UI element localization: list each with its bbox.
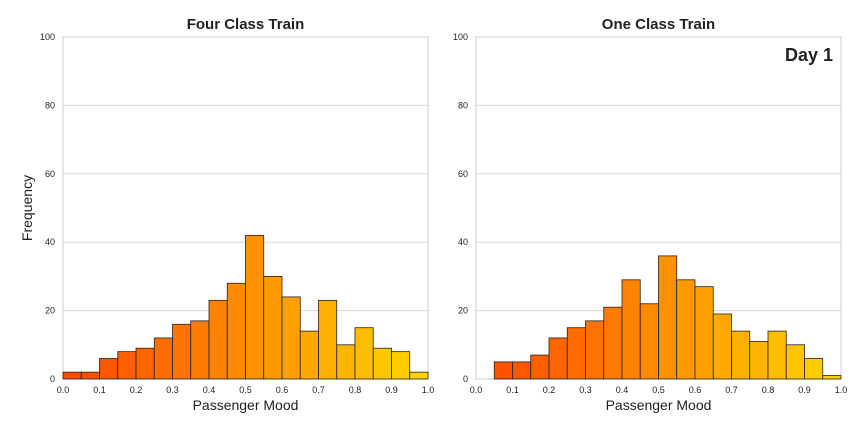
x-tick-label: 0.4 xyxy=(203,385,216,395)
x-tick-label: 0.1 xyxy=(506,385,519,395)
y-tick-label: 60 xyxy=(45,169,55,179)
day-annotation: Day 1 xyxy=(785,45,833,65)
x-tick-label: 0.1 xyxy=(93,385,106,395)
histogram-bar xyxy=(135,347,155,380)
panel-one-class-train: 0 20 40 60 80 100 0.0 0.1 0.2 0.3 0.4 0.5 0.6 0.7 0.8… xyxy=(453,16,847,413)
histogram-bar xyxy=(566,327,586,380)
histogram-bar xyxy=(621,279,641,380)
y-tick-label: 100 xyxy=(40,32,55,42)
histogram-bar xyxy=(785,344,805,380)
histogram-bar xyxy=(804,358,824,380)
y-tick-label: 20 xyxy=(458,306,468,316)
histogram-bars xyxy=(493,255,842,380)
histogram-bar xyxy=(226,282,246,380)
x-tick-label: 0.8 xyxy=(349,385,362,395)
x-tick-labels: 0.0 0.1 0.2 0.3 0.4 0.5 0.6 0.7 0.8 0.9 1.0 xyxy=(57,385,435,395)
x-tick-label: 0.4 xyxy=(616,385,629,395)
x-tick-label: 0.7 xyxy=(725,385,738,395)
x-tick-label: 0.6 xyxy=(689,385,702,395)
histogram-bar xyxy=(639,303,659,380)
x-tick-label: 0.5 xyxy=(652,385,665,395)
histogram-bar xyxy=(318,299,338,380)
chart-title: One Class Train xyxy=(602,16,715,33)
histogram-bar xyxy=(299,330,319,380)
histogram-bar xyxy=(99,358,119,380)
x-tick-label: 0.5 xyxy=(239,385,252,395)
histogram-bar xyxy=(694,286,714,380)
x-tick-label: 0.0 xyxy=(470,385,483,395)
x-tick-label: 0.8 xyxy=(762,385,775,395)
histogram-bar xyxy=(493,361,513,380)
histogram-bar xyxy=(62,371,82,380)
histogram-bar xyxy=(172,323,192,380)
y-tick-label: 80 xyxy=(458,100,468,110)
histogram-bar xyxy=(372,347,392,380)
histogram-bar xyxy=(190,320,210,380)
histogram-bar xyxy=(117,351,137,380)
histogram-bar xyxy=(822,375,842,380)
y-tick-labels: 0 20 40 60 80 100 xyxy=(40,32,55,384)
histogram-bar xyxy=(336,344,356,380)
y-tick-label: 60 xyxy=(458,169,468,179)
x-tick-label: 1.0 xyxy=(835,385,848,395)
y-tick-label: 20 xyxy=(45,306,55,316)
histogram-bar xyxy=(263,275,283,380)
histogram-bar xyxy=(512,361,532,380)
histogram-bar xyxy=(530,354,550,380)
x-tick-labels: 0.0 0.1 0.2 0.3 0.4 0.5 0.6 0.7 0.8 0.9 1.0 xyxy=(470,385,848,395)
histogram-bar xyxy=(153,337,173,380)
x-axis-label: Passenger Mood xyxy=(606,397,712,413)
x-tick-label: 0.2 xyxy=(543,385,556,395)
y-tick-label: 40 xyxy=(458,237,468,247)
x-tick-label: 0.2 xyxy=(130,385,143,395)
histogram-bar xyxy=(603,306,623,380)
histogram-bar xyxy=(712,313,732,380)
chart-title: Four Class Train xyxy=(187,16,305,33)
histogram-bar xyxy=(767,330,787,380)
histogram-bar xyxy=(409,371,429,380)
y-tick-label: 80 xyxy=(45,100,55,110)
y-tick-label: 40 xyxy=(45,237,55,247)
x-axis-label: Passenger Mood xyxy=(193,397,299,413)
y-tick-label: 0 xyxy=(463,374,468,384)
histogram-bar xyxy=(245,234,265,380)
histogram-bar xyxy=(731,330,751,380)
x-tick-label: 0.3 xyxy=(579,385,592,395)
x-tick-label: 0.9 xyxy=(385,385,398,395)
y-tick-label: 100 xyxy=(453,32,468,42)
panel-four-class-train: 0 20 40 60 80 100 0.0 0.1 0.2 0.3 0.4 0.5 0.6 0.7 0.8… xyxy=(19,16,434,413)
y-tick-label: 0 xyxy=(50,374,55,384)
y-tick-labels: 0 20 40 60 80 100 xyxy=(453,32,468,384)
histogram-bar xyxy=(676,279,696,380)
x-tick-label: 0.9 xyxy=(798,385,811,395)
histogram-bar xyxy=(585,320,605,380)
x-tick-label: 1.0 xyxy=(422,385,435,395)
histogram-bars xyxy=(62,234,429,380)
histogram-bar xyxy=(548,337,568,380)
histogram-bar xyxy=(281,296,301,380)
histogram-bar xyxy=(391,351,411,380)
histogram-bar xyxy=(354,327,374,380)
y-axis-label: Frequency xyxy=(19,175,35,241)
x-tick-label: 0.7 xyxy=(312,385,325,395)
x-tick-label: 0.3 xyxy=(166,385,179,395)
histogram-bar xyxy=(658,255,678,380)
histogram-bar xyxy=(80,371,100,380)
x-tick-label: 0.0 xyxy=(57,385,70,395)
histogram-bar xyxy=(208,299,228,380)
histogram-bar xyxy=(749,340,769,380)
x-tick-label: 0.6 xyxy=(276,385,289,395)
